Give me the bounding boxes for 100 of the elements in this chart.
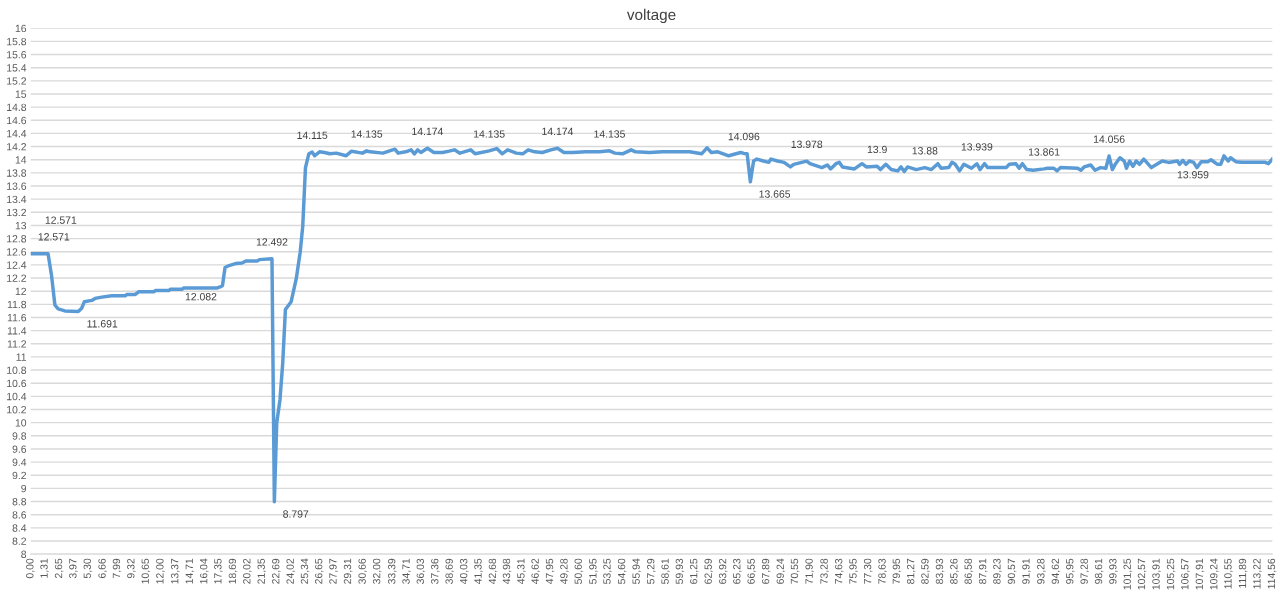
x-tick-label: 46,62 <box>531 558 541 585</box>
x-tick-label: 109,24 <box>1210 558 1219 590</box>
x-tick-label: 34,71 <box>402 558 411 584</box>
x-tick-label: 14,71 <box>185 558 195 584</box>
annotation: 14.056 <box>1093 135 1125 143</box>
x-tick-label: 53,25 <box>603 558 612 584</box>
x-tick-label: 61,25 <box>689 558 699 584</box>
x-tick-label: 81,27 <box>906 558 916 584</box>
y-tick-label: 11.2 <box>7 340 27 348</box>
x-tick-label: 30,66 <box>358 558 368 584</box>
y-tick-label: 13 <box>15 221 27 230</box>
x-tick-label: 105,25 <box>1166 558 1176 590</box>
x-tick-label: 63,92 <box>718 558 728 584</box>
y-tick-label: 11.8 <box>7 300 27 309</box>
annotation: 13.939 <box>961 143 993 151</box>
annotation: 13.9 <box>867 145 887 154</box>
annotation: 8.797 <box>283 510 309 518</box>
y-tick-label: 13.8 <box>7 169 27 177</box>
annotation: 13.861 <box>1028 148 1060 156</box>
annotation: 14.096 <box>728 132 760 141</box>
annotation: 11.691 <box>87 320 118 328</box>
x-tick-label: 32,00 <box>372 558 382 584</box>
x-tick-label: 101,25 <box>1123 558 1133 590</box>
y-tick-label: 12.6 <box>7 248 27 256</box>
x-tick-label: 37,36 <box>431 558 440 584</box>
y-tick-label: 16 <box>15 24 27 33</box>
y-tick-label: 12.2 <box>7 274 27 282</box>
x-tick-label: 3,97 <box>69 558 78 579</box>
x-tick-label: 103,91 <box>1152 558 1161 590</box>
x-tick-label: 77,30 <box>863 558 873 584</box>
x-tick-label: 1,31 <box>40 558 49 578</box>
x-tick-label: 51,95 <box>589 558 598 584</box>
annotation: 12.571 <box>45 216 77 224</box>
x-tick-label: 49,28 <box>560 558 569 585</box>
x-tick-label: 97,28 <box>1080 558 1090 584</box>
x-tick-label: 21,35 <box>257 558 267 584</box>
y-tick-label: 15.8 <box>7 37 27 46</box>
y-tick-label: 14.8 <box>7 103 27 112</box>
annotation: 12.492 <box>256 238 288 246</box>
chart-title: voltage <box>626 8 676 24</box>
x-tick-label: 0,00 <box>26 558 35 579</box>
y-tick-label: 14.2 <box>7 143 27 151</box>
x-tick-label: 107,91 <box>1195 558 1205 590</box>
x-tick-label: 20,02 <box>243 558 252 584</box>
y-tick-label: 8.4 <box>12 524 27 532</box>
y-tick-label: 10.6 <box>7 379 27 388</box>
y-tick-label: 8 <box>21 550 27 558</box>
y-tick-label: 8.2 <box>12 537 27 545</box>
x-tick-label: 41,35 <box>474 558 483 585</box>
x-tick-label: 78,63 <box>878 558 887 584</box>
x-tick-label: 85,26 <box>950 558 959 584</box>
annotation: 14.174 <box>412 127 444 136</box>
x-tick-label: 66,55 <box>747 558 757 584</box>
y-tick-label: 15 <box>15 90 27 98</box>
x-tick-label: 33,39 <box>388 558 397 584</box>
x-tick-label: 40,03 <box>459 558 469 585</box>
y-tick-label: 15.6 <box>7 51 27 59</box>
x-tick-label: 110,55 <box>1224 558 1233 589</box>
x-tick-label: 25,34 <box>300 558 310 584</box>
y-tick-label: 13.2 <box>7 208 27 217</box>
x-tick-label: 99,93 <box>1109 558 1118 584</box>
x-tick-label: 10,65 <box>141 558 151 584</box>
x-tick-label: 111,89 <box>1238 558 1248 588</box>
annotation: 13.959 <box>1177 171 1209 179</box>
y-tick-label: 9 <box>21 484 27 493</box>
x-tick-label: 29,31 <box>343 558 353 584</box>
x-tick-label: 106,57 <box>1181 558 1190 590</box>
annotation: 14.115 <box>297 131 328 139</box>
x-tick-label: 26,65 <box>314 558 324 584</box>
y-tick-label: 8.8 <box>12 498 27 506</box>
x-tick-label: 95,95 <box>1066 558 1075 584</box>
y-tick-label: 11 <box>16 353 27 361</box>
x-tick-label: 24,02 <box>286 558 296 584</box>
y-tick-label: 9.4 <box>12 458 27 466</box>
x-tick-label: 93,28 <box>1037 558 1046 584</box>
x-tick-label: 16,04 <box>199 558 209 584</box>
x-tick-label: 114,56 <box>1267 558 1277 589</box>
y-tick-label: 9.8 <box>12 432 27 440</box>
y-tick-label: 11.4 <box>7 327 27 335</box>
annotation: 13.978 <box>791 140 823 148</box>
y-tick-label: 15.2 <box>7 77 27 85</box>
y-tick-label: 12.8 <box>7 235 27 243</box>
annotation: 12.082 <box>185 293 217 301</box>
x-tick-label: 50,60 <box>574 558 584 584</box>
annotation: 14.135 <box>474 130 505 138</box>
annotation: 14.135 <box>351 130 383 138</box>
x-tick-label: 55,94 <box>632 558 642 584</box>
y-tick-label: 14 <box>15 156 27 164</box>
annotation: 13.88 <box>912 147 938 155</box>
y-tick-label: 10 <box>15 419 27 427</box>
x-tick-label: 91,91 <box>1022 558 1031 584</box>
x-tick-label: 38,69 <box>445 558 455 584</box>
y-tick-label: 14.4 <box>7 130 27 138</box>
x-tick-label: 6,66 <box>98 558 107 579</box>
y-tick-label: 15.4 <box>7 64 27 72</box>
x-tick-label: 13,37 <box>171 558 180 584</box>
x-tick-label: 17,35 <box>214 558 223 584</box>
x-tick-label: 102,57 <box>1137 558 1147 590</box>
y-tick-label: 9.6 <box>12 445 27 453</box>
x-tick-label: 59,93 <box>675 558 685 584</box>
